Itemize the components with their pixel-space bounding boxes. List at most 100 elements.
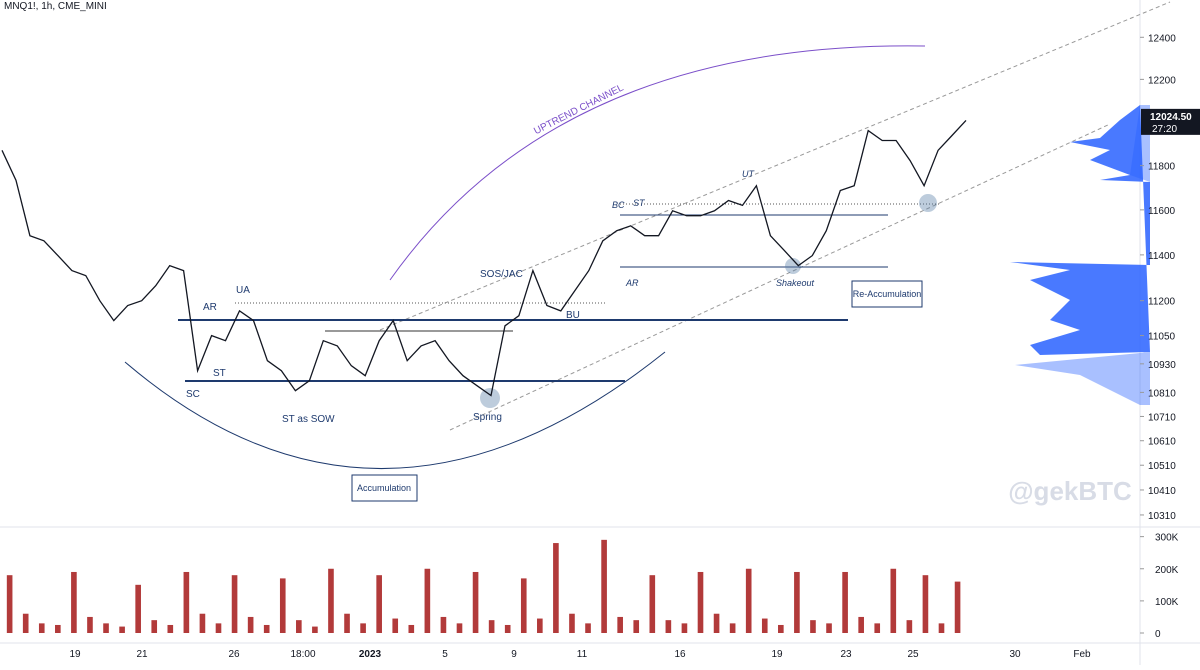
x-tick-label: 11 xyxy=(577,649,588,660)
x-tick-label: 18:00 xyxy=(290,649,315,660)
volume-bar xyxy=(456,623,463,633)
volume-bar xyxy=(504,624,511,633)
volume-bar xyxy=(954,581,961,633)
volume-bar xyxy=(279,578,286,633)
volume-bar xyxy=(6,575,13,633)
volume-tick-label: 0 xyxy=(1155,629,1161,640)
y-tick-label: 10810 xyxy=(1148,388,1176,399)
volume-bar xyxy=(71,571,77,633)
volume-bar xyxy=(810,620,816,633)
volume-tick-label: 100K xyxy=(1155,597,1179,608)
volume-bar xyxy=(761,618,768,633)
volume-bar xyxy=(922,575,929,633)
channel-upper xyxy=(379,1,1171,331)
volume-bar xyxy=(553,543,559,633)
volume-bar xyxy=(296,620,302,633)
volume-bar xyxy=(183,571,190,633)
volume-bar xyxy=(713,613,720,633)
volume-bar xyxy=(344,613,350,633)
reaccumulation-box xyxy=(851,280,923,308)
volume-bar xyxy=(826,623,832,633)
price-line xyxy=(1,119,967,397)
annotation: AR xyxy=(625,278,639,288)
y-tick-label: 10510 xyxy=(1148,461,1176,472)
y-tick-label: 12400 xyxy=(1148,33,1176,44)
volume-bar xyxy=(874,623,881,633)
y-tick-label: 11050 xyxy=(1148,332,1176,343)
volume-bar xyxy=(151,620,158,633)
volume-bar xyxy=(376,575,382,633)
channel-arc xyxy=(389,45,926,281)
x-tick-label: 19 xyxy=(771,649,783,660)
annotation: Spring xyxy=(473,412,502,423)
x-tick-label: 16 xyxy=(674,649,686,660)
volume-bar xyxy=(794,571,800,633)
volume-bar xyxy=(408,624,415,633)
x-tick-label: Feb xyxy=(1073,649,1091,660)
volume-bar xyxy=(585,623,591,633)
y-tick-label: 11200 xyxy=(1148,297,1176,308)
volume-bar xyxy=(569,613,575,633)
volume-bar xyxy=(440,616,447,633)
header: MNQ1!, 1h, CME_MINI xyxy=(4,1,107,12)
x-tick-label: 19 xyxy=(69,649,81,660)
annotation: UT xyxy=(742,169,755,179)
volume-bar xyxy=(778,624,784,633)
volume-bar xyxy=(119,626,125,633)
x-tick-label: 5 xyxy=(442,649,448,660)
annotation: BU xyxy=(566,310,580,321)
channel-lower xyxy=(449,123,1111,431)
accumulation-arc xyxy=(124,351,666,469)
volume-bar xyxy=(601,539,607,633)
accumulation-box xyxy=(351,474,418,502)
volume-bar xyxy=(167,624,174,633)
volume-bar xyxy=(103,623,109,633)
last-price-label: 12024.50 xyxy=(1150,112,1192,123)
x-tick-label: 26 xyxy=(228,649,240,660)
annotation: Re-Accumulation xyxy=(853,289,922,299)
volume-bar xyxy=(488,620,495,633)
annotation: Shakeout xyxy=(776,278,815,288)
volume-bar xyxy=(537,618,543,633)
volume-bar xyxy=(520,578,527,633)
volume-bar xyxy=(649,575,656,633)
shakeout-marker xyxy=(785,258,801,274)
annotation: AR xyxy=(203,302,217,313)
volume-bar xyxy=(312,626,318,633)
drawings xyxy=(124,1,1171,502)
volume-bar xyxy=(328,568,334,633)
volume-bar xyxy=(633,620,640,633)
volume-bar xyxy=(858,616,864,633)
volume-bar xyxy=(199,613,206,633)
y-tick-label: 10610 xyxy=(1148,437,1176,448)
y-tick-label: 11600 xyxy=(1148,206,1176,217)
volume-bar xyxy=(697,571,704,633)
volume-bar xyxy=(665,620,672,633)
volume-bar xyxy=(87,616,93,633)
annotation: UA xyxy=(236,285,250,296)
x-tick-label: 9 xyxy=(511,649,517,660)
volume-bar xyxy=(392,618,399,633)
x-tick-label: 21 xyxy=(136,649,148,660)
volume-bar xyxy=(424,568,431,633)
countdown: 27:20 xyxy=(1152,124,1177,135)
x-tick-label: 25 xyxy=(907,649,919,660)
y-tick-label: 10310 xyxy=(1148,511,1176,522)
volume-bar xyxy=(938,623,945,633)
volume-bar xyxy=(890,568,897,633)
x-tick-label: 23 xyxy=(840,649,852,660)
annotation: ST xyxy=(213,368,226,379)
y-tick-label: 10410 xyxy=(1148,486,1176,497)
y-tick-label: 11800 xyxy=(1148,162,1176,173)
volume-profile xyxy=(1010,105,1150,405)
volume-tick-label: 200K xyxy=(1155,565,1179,576)
y-tick-label: 10930 xyxy=(1148,360,1176,371)
annotation: SOS/JAC xyxy=(480,269,523,280)
retest-marker xyxy=(919,194,937,212)
last-price-box xyxy=(1141,108,1200,135)
annotation: BC xyxy=(612,200,625,210)
annotation: ST xyxy=(633,198,646,208)
volume-bar xyxy=(247,616,254,633)
annotation: Accumulation xyxy=(357,483,411,493)
